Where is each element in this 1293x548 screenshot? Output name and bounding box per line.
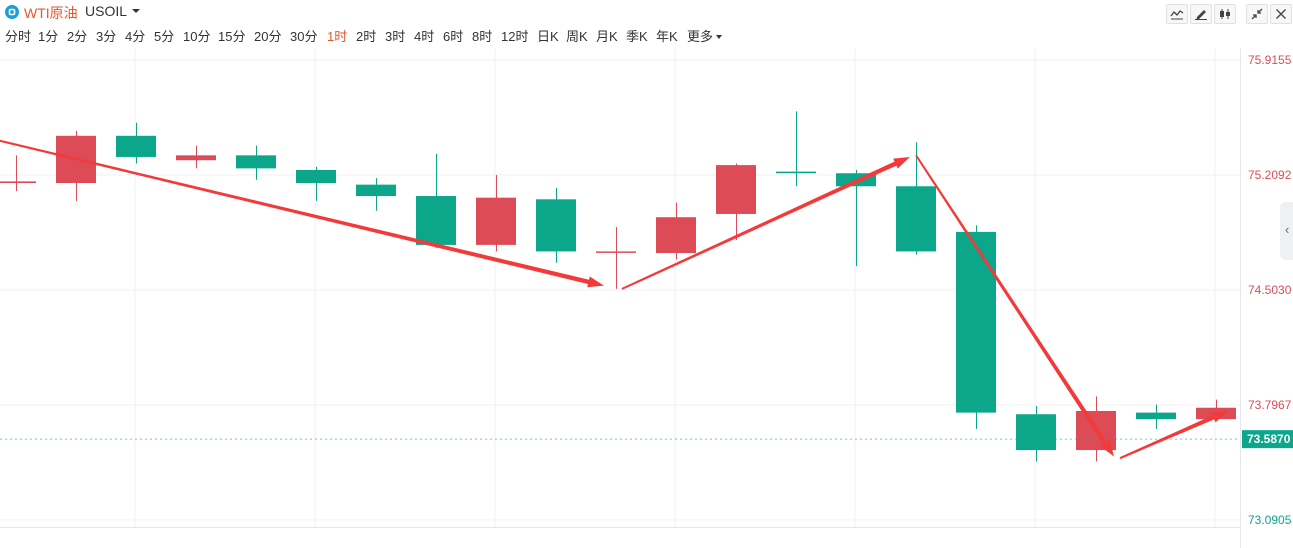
period-tab-11[interactable]: 2时 — [356, 29, 377, 44]
candles-layer — [0, 111, 1240, 462]
period-tab-21[interactable]: 年K — [656, 29, 678, 44]
more-periods-caret-icon[interactable] — [716, 35, 722, 39]
period-tab-18[interactable]: 周K — [566, 29, 588, 44]
candle-body-13 — [776, 171, 816, 174]
candle-body-15 — [896, 186, 936, 252]
period-selector: 分时 1分 2分 3分 4分 5分 10分 15分 20分 30分 1时 2时 3时 4时 6时 8时 12时日… — [0, 26, 760, 44]
candle-body-2 — [116, 135, 156, 157]
candle-body-0 — [0, 181, 36, 184]
trend-arrow-3 — [1119, 411, 1228, 460]
candle-body-9 — [536, 199, 576, 252]
period-tab-10[interactable]: 1时 — [327, 29, 348, 44]
trend-arrow-2 — [915, 154, 1114, 457]
candle-17[interactable] — [1016, 406, 1056, 462]
line-tool-icon[interactable] — [1166, 4, 1188, 24]
candle-11[interactable] — [656, 202, 696, 260]
close-icon[interactable] — [1270, 4, 1292, 24]
candle-5[interactable] — [296, 166, 336, 201]
candle-8[interactable] — [476, 174, 516, 252]
period-tab-1[interactable]: 1分 — [38, 29, 59, 44]
y-tick-label-2: 74.5030 — [1248, 283, 1292, 297]
period-tab-7[interactable]: 15分 — [218, 29, 246, 44]
period-tab-9[interactable]: 30分 — [290, 29, 318, 44]
candle-body-11 — [656, 217, 696, 254]
candle-type-icon[interactable] — [1214, 4, 1236, 24]
current-price-label: 73.5870 — [1247, 432, 1291, 446]
chevron-left-icon[interactable]: ‹ — [1285, 222, 1290, 237]
candle-19[interactable] — [1136, 404, 1176, 429]
period-tab-19[interactable]: 月K — [596, 29, 618, 44]
period-tab-17[interactable]: 日K — [537, 29, 559, 44]
collapse-icon[interactable] — [1246, 4, 1268, 24]
side-panel-toggle[interactable]: ‹ — [1280, 202, 1293, 260]
symbol-code[interactable]: USOIL — [85, 3, 128, 19]
period-tab-15[interactable]: 8时 — [472, 29, 493, 44]
period-tab-16[interactable]: 12时 — [501, 29, 529, 44]
candle-4[interactable] — [236, 145, 276, 180]
symbol-dropdown-caret-icon[interactable] — [132, 9, 140, 13]
current-price-tag — [1242, 430, 1293, 449]
candle-10[interactable] — [596, 226, 636, 289]
trend-arrow-1 — [621, 157, 910, 290]
trend-arrow-0 — [0, 139, 604, 288]
period-tab-2[interactable]: 2分 — [67, 29, 88, 44]
candle-body-3 — [176, 155, 216, 161]
pen-tool-icon[interactable] — [1190, 4, 1212, 24]
candle-12[interactable] — [716, 163, 756, 241]
candle-15[interactable] — [896, 142, 936, 255]
candle-13[interactable] — [776, 111, 816, 187]
candle-body-8 — [476, 197, 516, 245]
symbol-logo-icon — [5, 5, 19, 19]
candle-body-10 — [596, 251, 636, 253]
candle-3[interactable] — [176, 145, 216, 169]
period-tab-8[interactable]: 20分 — [254, 29, 282, 44]
candle-7[interactable] — [416, 153, 456, 249]
candle-body-16 — [956, 231, 996, 413]
y-tick-label-0: 75.9155 — [1248, 53, 1292, 67]
period-tab-20[interactable]: 季K — [626, 29, 648, 44]
candle-16[interactable] — [956, 225, 996, 429]
trend-arrows-layer — [0, 139, 1228, 460]
candle-9[interactable] — [536, 187, 576, 263]
candle-body-12 — [716, 165, 756, 214]
candle-body-5 — [296, 169, 336, 184]
candle-body-7 — [416, 196, 456, 245]
period-tab-0[interactable]: 分时 — [5, 29, 32, 44]
candle-body-19 — [1136, 412, 1176, 420]
candle-body-4 — [236, 155, 276, 169]
chart-grid — [0, 48, 1241, 548]
period-tab-22[interactable]: 更多 — [687, 29, 714, 44]
candle-body-6 — [356, 184, 396, 197]
symbol-title[interactable]: WTI原油 — [24, 5, 78, 21]
period-tab-6[interactable]: 10分 — [183, 29, 211, 44]
chart-header: WTI原油 USOIL — [0, 0, 1293, 24]
y-tick-label-3: 73.7967 — [1248, 398, 1292, 412]
candle-14[interactable] — [836, 169, 876, 267]
candle-body-17 — [1016, 414, 1056, 451]
candle-1[interactable] — [56, 130, 96, 201]
candle-6[interactable] — [356, 178, 396, 211]
period-tab-3[interactable]: 3分 — [96, 29, 117, 44]
period-tab-5[interactable]: 5分 — [154, 29, 175, 44]
y-tick-label-1: 75.2092 — [1248, 168, 1292, 182]
y-tick-label-4: 73.0905 — [1248, 513, 1292, 527]
candle-0[interactable] — [0, 155, 36, 192]
period-tab-14[interactable]: 6时 — [443, 29, 464, 44]
price-axis: 75.9155 75.2092 74.5030 73.7967 73.0905 73.58… — [1242, 53, 1293, 527]
candle-2[interactable] — [116, 122, 156, 164]
period-tab-13[interactable]: 4时 — [414, 29, 435, 44]
period-tab-4[interactable]: 4分 — [125, 29, 146, 44]
period-tab-12[interactable]: 3时 — [385, 29, 406, 44]
